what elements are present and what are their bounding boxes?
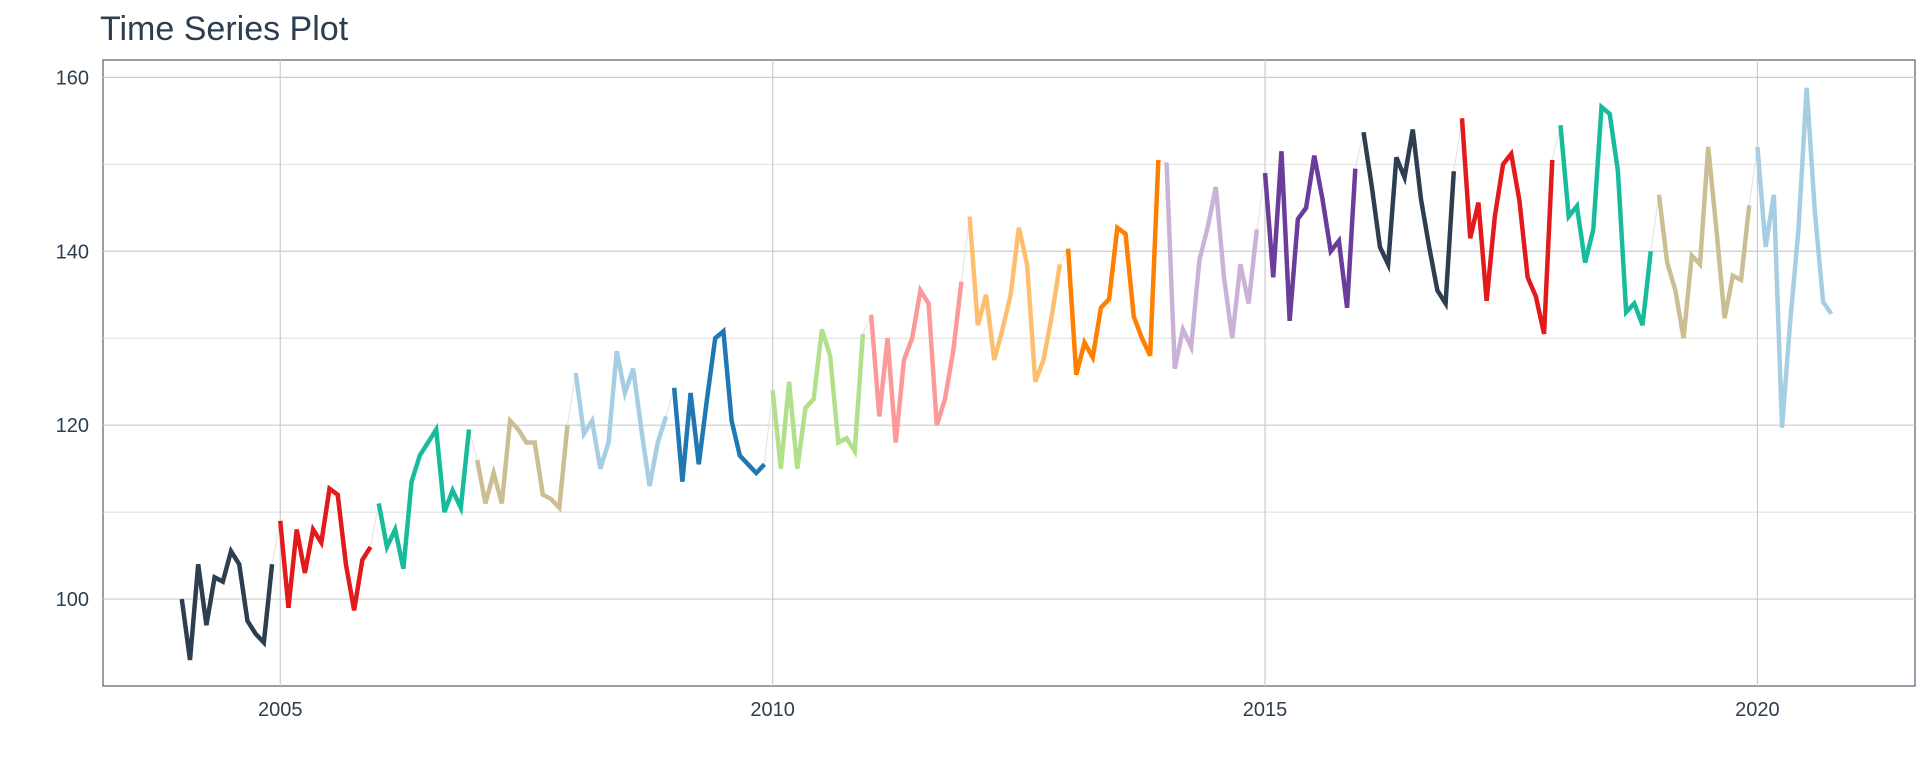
- series-line-15: [1656, 146, 1752, 339]
- series-line-0: [179, 545, 275, 661]
- y-tick-label: 100: [56, 589, 89, 611]
- series-line-1: [278, 484, 373, 611]
- series-line-4: [573, 350, 669, 487]
- series-line-13: [1459, 118, 1555, 335]
- series-line-16: [1755, 87, 1834, 428]
- series-line-10: [1164, 162, 1260, 370]
- plot-panel: [102, 59, 1916, 687]
- series-line-9: [1065, 159, 1161, 376]
- series-line-7: [868, 281, 964, 443]
- series-line-3: [475, 415, 570, 513]
- y-tick-label: 140: [56, 241, 89, 263]
- series-line-12: [1361, 129, 1457, 311]
- series-line-11: [1262, 151, 1358, 322]
- grid-layer: [103, 60, 1915, 686]
- y-tick-label: 160: [56, 67, 89, 89]
- x-tick-label: 2005: [258, 699, 303, 721]
- x-tick-label: 2020: [1735, 699, 1780, 721]
- series-line-5: [671, 326, 767, 482]
- axis-layer: 100 120 140 160 2005 2010 2015 2020: [56, 67, 1780, 721]
- series-line-8: [967, 216, 1063, 383]
- series-line-6: [770, 328, 866, 469]
- series-line-14: [1558, 102, 1653, 326]
- chart-title: Time Series Plot: [100, 10, 349, 48]
- x-tick-label: 2015: [1243, 699, 1288, 721]
- x-tick-label: 2010: [750, 699, 795, 721]
- series-line-2: [376, 422, 472, 570]
- series-layer: [179, 87, 1834, 661]
- y-tick-label: 120: [56, 415, 89, 437]
